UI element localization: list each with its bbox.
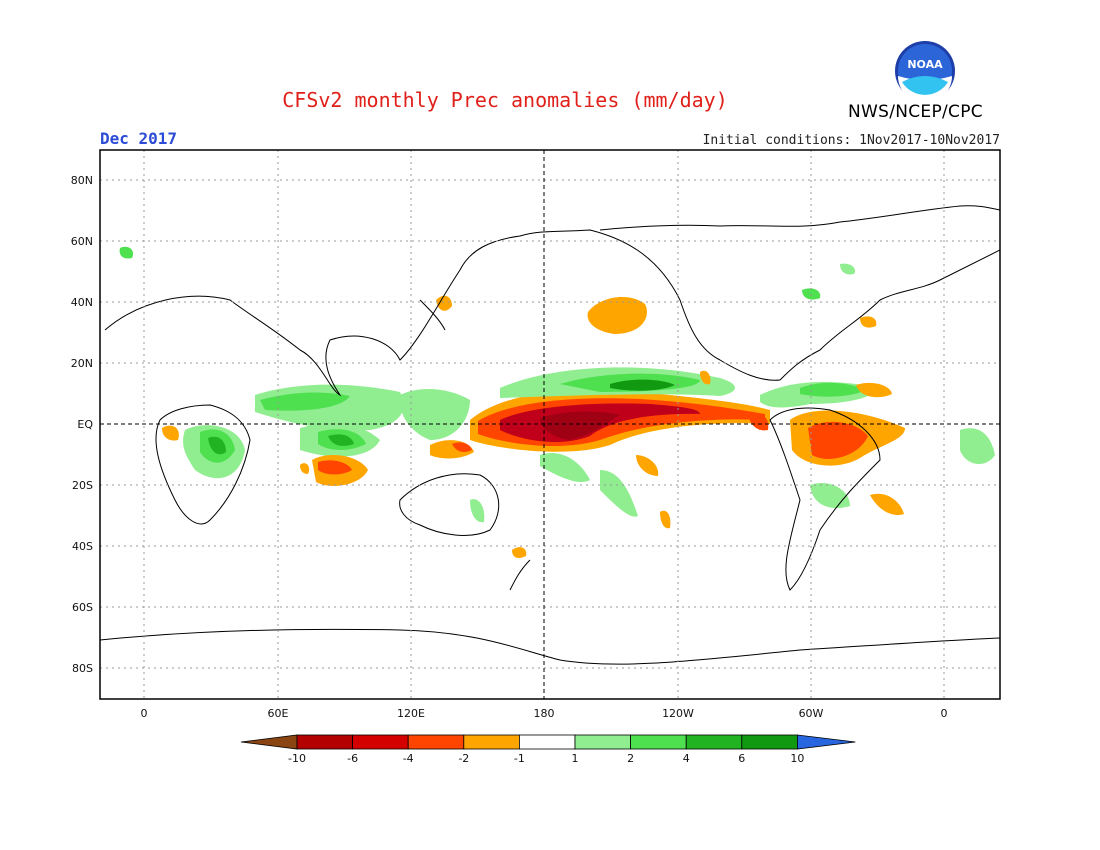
colorbar-label: 1 (572, 752, 579, 765)
lat-label: 60N (71, 235, 93, 248)
lat-label: 80S (72, 662, 93, 675)
lon-labels: 0 60E 120E 180 120W 60W 0 (141, 707, 948, 720)
initial-conditions: Initial conditions: 1Nov2017-10Nov2017 (702, 133, 1000, 148)
dry-anomaly-np (587, 297, 647, 334)
colorbar-label: -1 (514, 752, 525, 765)
colorbar-label: 10 (790, 752, 804, 765)
grid-lines (100, 150, 1000, 699)
colorbar-label: 2 (627, 752, 634, 765)
colorbar-label: -10 (288, 752, 306, 765)
lat-label: 20S (72, 479, 93, 492)
anomaly-fields (119, 246, 995, 558)
colorbar-label: 4 (683, 752, 690, 765)
map-frame (99, 149, 1001, 700)
colorbar-swatch (741, 734, 798, 750)
agency-label: NWS/NCEP/CPC (848, 102, 983, 122)
colorbar-swatch (685, 734, 743, 750)
colorbar-swatch (240, 734, 298, 750)
colorbar-swatch (574, 734, 631, 750)
lat-label: 80N (71, 174, 93, 187)
lon-label: 120W (662, 707, 694, 720)
lat-label: 40S (72, 540, 93, 553)
colorbar-swatch (296, 734, 353, 750)
lon-label: 180 (534, 707, 555, 720)
logo-text: NOAA (907, 58, 943, 71)
lon-label: 120E (397, 707, 425, 720)
lon-label: 0 (141, 707, 148, 720)
colorbar-swatch (797, 734, 856, 750)
colorbar-label: -6 (347, 752, 358, 765)
lat-label: 40N (71, 296, 93, 309)
lat-label: EQ (77, 418, 93, 431)
colorbar-swatch (352, 734, 409, 750)
chart-title: CFSv2 monthly Prec anomalies (mm/day) (282, 88, 728, 112)
lat-labels: 80N 60N 40N 20N EQ 20S 40S 60S 80S (71, 174, 94, 675)
valid-month: Dec 2017 (100, 129, 178, 148)
lon-label: 0 (941, 707, 948, 720)
colorbar-label: 6 (738, 752, 745, 765)
noaa-logo: NOAA (895, 41, 955, 102)
lon-label: 60W (799, 707, 824, 720)
colorbar: -10 -6 -4 -2 -1 1 2 4 6 10 (240, 734, 856, 765)
colorbar-swatch (519, 734, 576, 750)
colorbar-label: -4 (403, 752, 414, 765)
lat-label: 20N (71, 357, 93, 370)
colorbar-swatch (407, 734, 465, 750)
colorbar-swatch (630, 734, 687, 750)
lat-label: 60S (72, 601, 93, 614)
lon-label: 60E (268, 707, 289, 720)
coastlines (100, 205, 1000, 665)
colorbar-label: -2 (458, 752, 469, 765)
colorbar-swatch (463, 734, 520, 750)
